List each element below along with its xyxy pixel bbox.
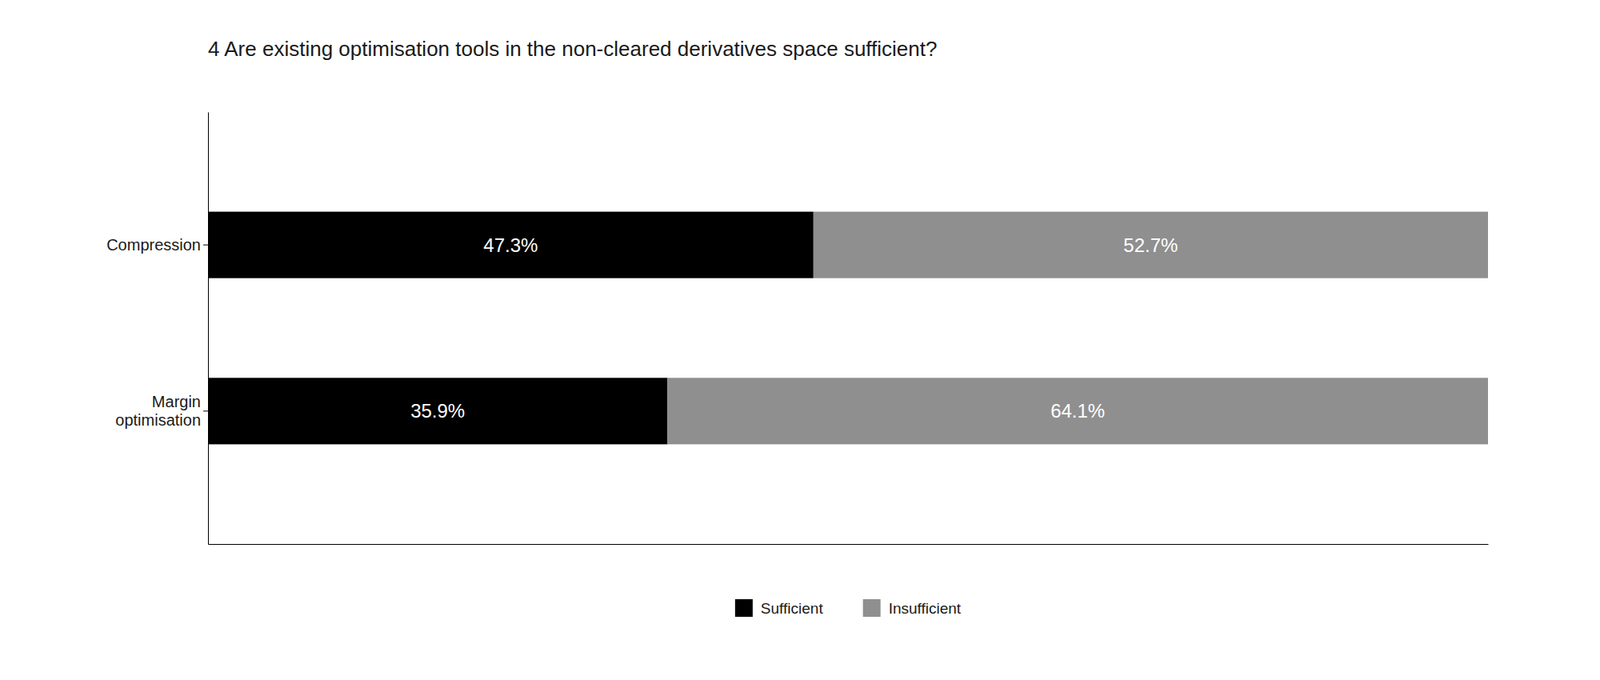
y-axis-line [208, 112, 209, 545]
y-tick-label: Compression [106, 236, 201, 254]
data-label: 64.1% [1050, 400, 1105, 422]
x-axis-line [208, 544, 1489, 545]
legend-label: Insufficient [888, 600, 962, 617]
y-tick-label-line: Compression [106, 236, 201, 254]
y-tick-mark [203, 244, 208, 246]
x-axis [208, 544, 1489, 545]
y-tick-mark [203, 410, 208, 412]
bars [208, 212, 1488, 445]
data-label: 47.3% [483, 234, 538, 256]
legend-swatch [863, 599, 881, 617]
y-tick-label-line: Margin [152, 392, 201, 411]
bar [813, 212, 1488, 279]
y-tick: Marginoptimisation [115, 392, 208, 429]
series [667, 212, 1488, 445]
data-label: 52.7% [1123, 234, 1178, 256]
legend: Sufficient Insufficient [735, 599, 962, 617]
legend-swatch [735, 599, 753, 617]
y-tick-label: Marginoptimisation [115, 392, 201, 429]
legend-label: Sufficient [760, 600, 824, 617]
legend-item: Insufficient [863, 599, 962, 617]
data-label: 35.9% [410, 400, 465, 422]
bar [208, 377, 668, 444]
legend-item: Sufficient [735, 599, 824, 617]
title: 4 Are existing optimisation tools in the… [208, 36, 937, 61]
bar [208, 212, 814, 279]
y-axis: Compression Marginoptimisation [106, 112, 208, 545]
y-tick-label-line: optimisation [115, 411, 201, 429]
bar [667, 377, 1488, 444]
y-tick: Compression [106, 236, 208, 254]
chart: 4 Are existing optimisation tools in the… [0, 0, 1600, 680]
plot: 47.3% 35.9% 52.7% 64.1% Compression Marginopt… [106, 112, 1488, 545]
data-labels: 47.3% 35.9% 52.7% 64.1% [410, 234, 1178, 423]
